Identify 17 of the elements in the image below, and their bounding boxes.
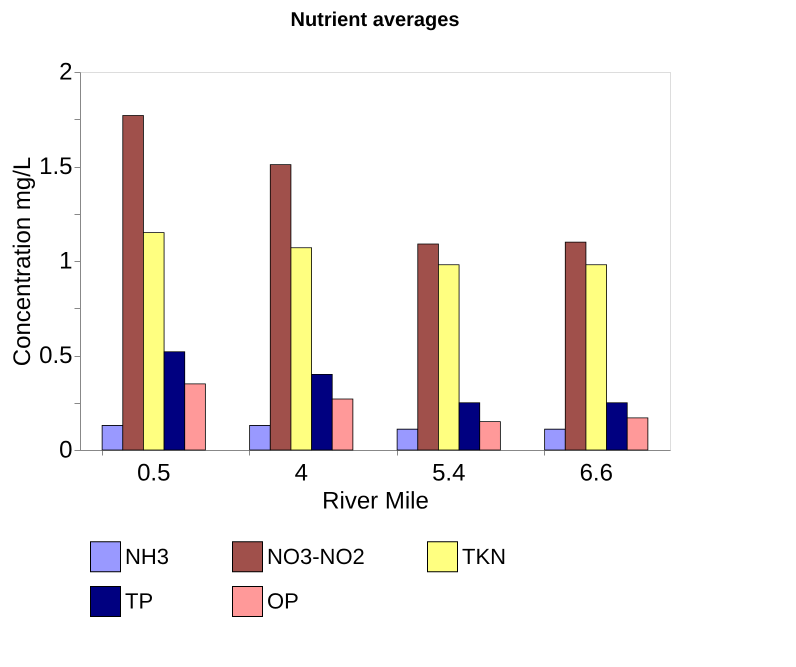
- y-tick-label: 2: [59, 58, 72, 86]
- y-axis-title: Concentration mg/L: [9, 156, 36, 366]
- y-tick-label: 1.5: [39, 153, 72, 180]
- legend-label: TKN: [462, 544, 506, 569]
- y-tick-label: 0: [59, 436, 72, 464]
- x-tick-label: 6.6: [580, 460, 613, 486]
- legend-label: TP: [125, 588, 154, 614]
- legend-label: OP: [267, 588, 299, 614]
- y-tick-label: 0.5: [39, 342, 72, 369]
- chart-title: Nutrient averages: [290, 9, 460, 31]
- y-tick-label: 1: [59, 248, 72, 274]
- x-tick-label: 4: [294, 460, 308, 486]
- x-tick-label: 0.5: [137, 460, 170, 486]
- legend-label: NH3: [125, 544, 170, 569]
- x-axis-title: River Mile: [322, 488, 429, 514]
- x-tick-label: 5.4: [432, 460, 466, 486]
- legend-label: NO3-NO2: [267, 544, 365, 569]
